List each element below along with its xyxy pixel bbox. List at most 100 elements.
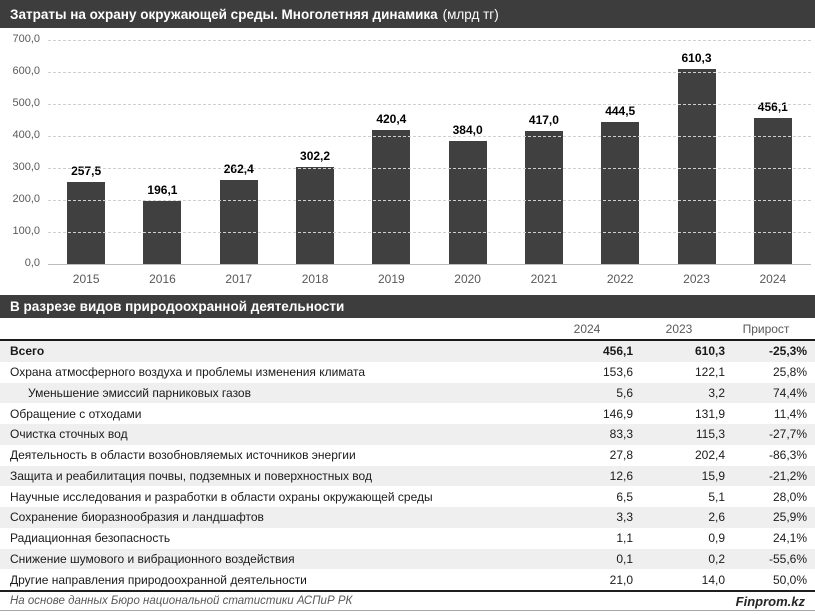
table-row: Очистка сточных вод 83,3 115,3 -27,7% [0,424,815,445]
value-2023: 2,6 [708,510,725,525]
table-title: В разрезе видов природоохранной деятельн… [10,299,345,314]
bar-value-label: 257,5 [71,163,102,178]
value-growth: -21,2% [768,468,807,483]
gridline [48,232,811,233]
value-2023: 5,1 [708,489,725,504]
table-row: Уменьшение эмиссий парниковых газов 5,6 3,… [0,382,815,404]
row-label: Обращение с отходами [10,406,142,421]
value-2023: 122,1 [694,365,725,380]
value-growth: 24,1% [772,531,807,546]
bar-chart: 257,5 196,1 262,4 302,2 420,4 384,0 417,0 444,5… [0,28,815,295]
value-2023: 14,0 [701,572,725,587]
row-label: Деятельность в области возобновляемых ис… [10,448,356,463]
row-label: Снижение шумового и вибрационного воздей… [10,551,295,566]
value-growth: 74,4% [772,385,807,400]
value-growth: -27,7% [768,427,807,442]
table-row: Деятельность в области возобновляемых ис… [0,444,815,466]
value-2024: 146,9 [602,406,633,421]
chart-plot-area: 257,5 196,1 262,4 302,2 420,4 384,0 417,0 444,5… [48,40,811,265]
value-growth: -55,6% [768,551,807,566]
table-body: Всего 456,1 610,3 -25,3% Охрана атмосферного… [0,341,815,590]
value-2024: 456,1 [602,344,633,359]
row-label: Охрана атмосферного воздуха и проблемы и… [10,365,366,380]
table-header-2024: 2024 [573,321,601,336]
y-tick-label: 600,0 [12,65,40,77]
x-tick-label: 2022 [606,272,634,286]
gridline [48,72,811,73]
x-axis: 2015 2016 2017 2018 2019 2020 2021 2022 2023 2024 [48,272,811,286]
brand-logo: Finprom.kz [735,593,805,609]
bar-slot: 196,1 [124,40,200,264]
gridline [48,104,811,105]
value-growth: -25,3% [768,344,807,359]
value-growth: 11,4% [773,406,807,421]
value-2024: 3,3 [616,510,633,525]
chart-title: Затраты на охрану окружающей среды. Мног… [10,6,438,22]
value-2024: 1,1 [616,531,633,546]
bar [296,167,335,264]
bar-series: 257,5 196,1 262,4 302,2 420,4 384,0 417,0 444,5… [48,40,811,264]
gridline [48,136,811,137]
value-2024: 6,5 [616,489,633,504]
gridline [48,40,811,41]
bar-value-label: 384,0 [452,123,483,138]
row-label: Защита и реабилитация почвы, подземных и… [10,468,372,483]
value-2023: 3,2 [708,385,725,400]
value-2023: 131,9 [694,406,725,421]
table-row: Снижение шумового и вибрационного воздей… [0,548,815,570]
footer-bar: На основе данных Бюро национальной стати… [0,590,815,611]
value-2023: 0,9 [708,531,725,546]
value-growth: -86,3% [768,448,807,463]
bar [677,68,716,264]
y-tick-label: 300,0 [12,161,40,173]
y-tick-label: 700,0 [12,33,40,45]
table-header-row: 2024 2023 Прирост [0,318,815,341]
value-growth: 28,0% [772,489,807,504]
value-2024: 0,1 [616,551,633,566]
table-row: Радиационная безопасность 1,1 0,9 24,1% [0,527,815,549]
row-label: Другие направления природоохранной деяте… [10,572,307,587]
value-2024: 21,0 [609,572,633,587]
value-2023: 202,4 [694,448,725,463]
table-row: Всего 456,1 610,3 -25,3% [0,341,815,362]
bar-value-label: 196,1 [147,183,178,198]
value-2023: 115,3 [695,427,725,442]
gridline [48,168,811,169]
value-growth: 50,0% [772,572,807,587]
bar [67,181,106,264]
bar-slot: 420,4 [353,40,429,264]
value-2023: 610,3 [694,344,725,359]
value-2023: 15,9 [701,468,725,483]
value-2024: 153,6 [602,365,633,380]
bar-slot: 444,5 [582,40,658,264]
source-note: На основе данных Бюро национальной стати… [10,595,353,607]
value-2024: 5,6 [616,385,633,400]
bar-value-label: 444,5 [605,103,636,118]
bar-value-label: 420,4 [376,111,407,126]
value-growth: 25,8% [772,365,807,380]
value-2023: 0,2 [708,551,725,566]
row-label: Научные исследования и разработки в обла… [10,489,433,504]
bar-slot: 456,1 [735,40,811,264]
value-growth: 25,9% [772,510,807,525]
row-label: Радиационная безопасность [10,531,171,546]
row-label: Всего [10,344,45,359]
table-row: Научные исследования и разработки в обла… [0,486,815,507]
bar [448,141,487,264]
bar-value-label: 610,3 [681,50,712,65]
bar-value-label: 302,2 [300,149,331,164]
y-tick-label: 200,0 [12,193,40,205]
bar [219,180,258,264]
bar-value-label: 417,0 [528,112,559,127]
bar-slot: 417,0 [506,40,582,264]
y-tick-label: 400,0 [12,129,40,141]
table-row: Обращение с отходами 146,9 131,9 11,4% [0,403,815,424]
x-tick-label: 2021 [530,272,558,286]
y-tick-label: 0,0 [24,257,40,269]
table-header-2023: 2023 [665,321,693,336]
table-row: Защита и реабилитация почвы, подземных и… [0,465,815,487]
table-header-growth: Прирост [742,321,790,336]
y-tick-label: 500,0 [12,97,40,109]
value-2024: 27,8 [609,448,633,463]
